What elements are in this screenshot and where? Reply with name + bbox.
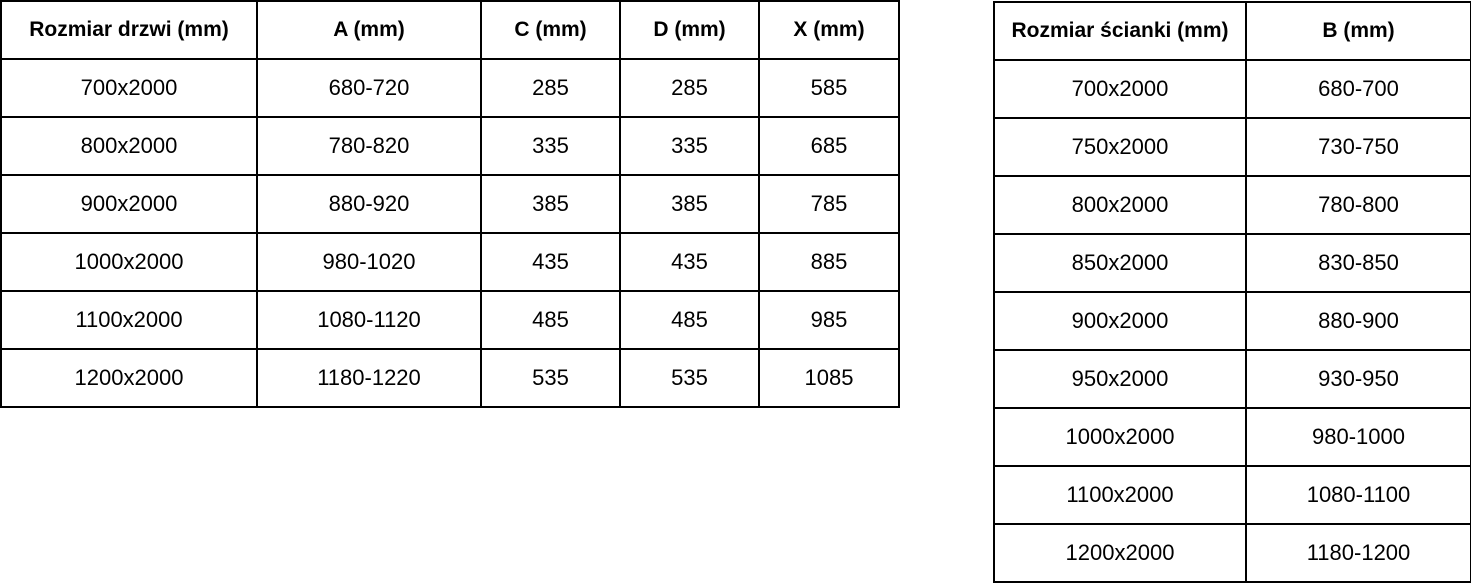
cell-d: 435 <box>619 232 760 292</box>
table-row: 700x2000 680-700 <box>993 59 1471 119</box>
table-header-row: Rozmiar ścianki (mm) B (mm) <box>993 1 1471 61</box>
cell-b: 830-850 <box>1245 233 1471 293</box>
cell-a: 1080-1120 <box>256 290 482 350</box>
column-header-door-size: Rozmiar drzwi (mm) <box>0 0 258 60</box>
table-row: 900x2000 880-920 385 385 785 <box>0 174 900 234</box>
cell-door-size: 800x2000 <box>0 116 258 176</box>
cell-a: 680-720 <box>256 58 482 118</box>
cell-wall-size: 850x2000 <box>993 233 1247 293</box>
cell-wall-size: 900x2000 <box>993 291 1247 351</box>
door-size-table-body: 700x2000 680-720 285 285 585 800x2000 78… <box>0 58 900 408</box>
cell-c: 435 <box>480 232 621 292</box>
cell-a: 980-1020 <box>256 232 482 292</box>
table-row: 700x2000 680-720 285 285 585 <box>0 58 900 118</box>
cell-b: 930-950 <box>1245 349 1471 409</box>
column-header-a: A (mm) <box>256 0 482 60</box>
cell-b: 880-900 <box>1245 291 1471 351</box>
cell-door-size: 900x2000 <box>0 174 258 234</box>
table-header-row: Rozmiar drzwi (mm) A (mm) C (mm) D (mm) … <box>0 0 900 60</box>
cell-b: 780-800 <box>1245 175 1471 235</box>
cell-b: 980-1000 <box>1245 407 1471 467</box>
cell-x: 1085 <box>758 348 900 408</box>
cell-c: 385 <box>480 174 621 234</box>
table-row: 750x2000 730-750 <box>993 117 1471 177</box>
door-size-table: Rozmiar drzwi (mm) A (mm) C (mm) D (mm) … <box>0 0 900 408</box>
cell-c: 535 <box>480 348 621 408</box>
cell-x: 585 <box>758 58 900 118</box>
cell-door-size: 1000x2000 <box>0 232 258 292</box>
door-size-table-head: Rozmiar drzwi (mm) A (mm) C (mm) D (mm) … <box>0 0 900 60</box>
cell-door-size: 1200x2000 <box>0 348 258 408</box>
table-row: 800x2000 780-820 335 335 685 <box>0 116 900 176</box>
cell-wall-size: 700x2000 <box>993 59 1247 119</box>
column-header-b: B (mm) <box>1245 1 1471 61</box>
cell-d: 485 <box>619 290 760 350</box>
table-row: 850x2000 830-850 <box>993 233 1471 293</box>
cell-b: 730-750 <box>1245 117 1471 177</box>
cell-c: 485 <box>480 290 621 350</box>
column-header-d: D (mm) <box>619 0 760 60</box>
table-row: 1000x2000 980-1000 <box>993 407 1471 467</box>
cell-c: 285 <box>480 58 621 118</box>
wall-size-table-body: 700x2000 680-700 750x2000 730-750 800x20… <box>993 59 1471 583</box>
cell-a: 880-920 <box>256 174 482 234</box>
column-header-wall-size: Rozmiar ścianki (mm) <box>993 1 1247 61</box>
table-row: 950x2000 930-950 <box>993 349 1471 409</box>
column-header-x: X (mm) <box>758 0 900 60</box>
table-row: 1200x2000 1180-1220 535 535 1085 <box>0 348 900 408</box>
cell-d: 285 <box>619 58 760 118</box>
cell-wall-size: 1000x2000 <box>993 407 1247 467</box>
cell-a: 1180-1220 <box>256 348 482 408</box>
cell-d: 535 <box>619 348 760 408</box>
cell-wall-size: 800x2000 <box>993 175 1247 235</box>
table-row: 1100x2000 1080-1100 <box>993 465 1471 525</box>
cell-a: 780-820 <box>256 116 482 176</box>
cell-x: 685 <box>758 116 900 176</box>
cell-b: 1080-1100 <box>1245 465 1471 525</box>
cell-wall-size: 950x2000 <box>993 349 1247 409</box>
table-row: 1000x2000 980-1020 435 435 885 <box>0 232 900 292</box>
cell-wall-size: 750x2000 <box>993 117 1247 177</box>
cell-b: 680-700 <box>1245 59 1471 119</box>
table-row: 1100x2000 1080-1120 485 485 985 <box>0 290 900 350</box>
cell-x: 785 <box>758 174 900 234</box>
wall-size-table-head: Rozmiar ścianki (mm) B (mm) <box>993 1 1471 61</box>
cell-b: 1180-1200 <box>1245 523 1471 583</box>
cell-d: 335 <box>619 116 760 176</box>
cell-wall-size: 1100x2000 <box>993 465 1247 525</box>
wall-size-table-container: Rozmiar ścianki (mm) B (mm) 700x2000 680… <box>993 1 1471 583</box>
cell-door-size: 700x2000 <box>0 58 258 118</box>
column-header-c: C (mm) <box>480 0 621 60</box>
table-row: 900x2000 880-900 <box>993 291 1471 351</box>
table-row: 800x2000 780-800 <box>993 175 1471 235</box>
cell-c: 335 <box>480 116 621 176</box>
door-size-table-container: Rozmiar drzwi (mm) A (mm) C (mm) D (mm) … <box>0 0 900 408</box>
cell-d: 385 <box>619 174 760 234</box>
table-row: 1200x2000 1180-1200 <box>993 523 1471 583</box>
cell-door-size: 1100x2000 <box>0 290 258 350</box>
cell-wall-size: 1200x2000 <box>993 523 1247 583</box>
wall-size-table: Rozmiar ścianki (mm) B (mm) 700x2000 680… <box>993 1 1471 583</box>
cell-x: 985 <box>758 290 900 350</box>
cell-x: 885 <box>758 232 900 292</box>
